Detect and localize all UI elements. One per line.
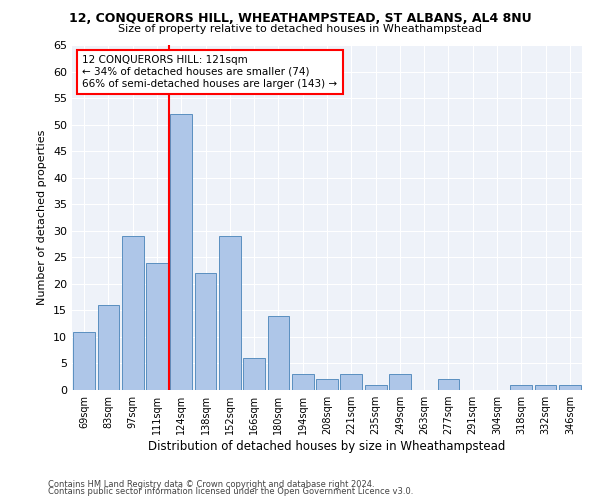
Bar xyxy=(535,384,556,390)
Bar xyxy=(97,305,119,390)
Bar xyxy=(389,374,411,390)
Bar xyxy=(559,384,581,390)
Bar xyxy=(73,332,95,390)
X-axis label: Distribution of detached houses by size in Wheathampstead: Distribution of detached houses by size … xyxy=(148,440,506,453)
Text: Contains HM Land Registry data © Crown copyright and database right 2024.: Contains HM Land Registry data © Crown c… xyxy=(48,480,374,489)
Bar xyxy=(511,384,532,390)
Bar xyxy=(268,316,289,390)
Bar xyxy=(170,114,192,390)
Bar xyxy=(122,236,143,390)
Bar xyxy=(292,374,314,390)
Y-axis label: Number of detached properties: Number of detached properties xyxy=(37,130,47,305)
Text: Size of property relative to detached houses in Wheathampstead: Size of property relative to detached ho… xyxy=(118,24,482,34)
Text: 12, CONQUERORS HILL, WHEATHAMPSTEAD, ST ALBANS, AL4 8NU: 12, CONQUERORS HILL, WHEATHAMPSTEAD, ST … xyxy=(68,12,532,26)
Bar xyxy=(340,374,362,390)
Bar xyxy=(316,380,338,390)
Bar xyxy=(146,262,168,390)
Bar xyxy=(219,236,241,390)
Text: Contains public sector information licensed under the Open Government Licence v3: Contains public sector information licen… xyxy=(48,488,413,496)
Bar xyxy=(243,358,265,390)
Bar xyxy=(437,380,460,390)
Bar xyxy=(365,384,386,390)
Bar xyxy=(194,273,217,390)
Text: 12 CONQUERORS HILL: 121sqm
← 34% of detached houses are smaller (74)
66% of semi: 12 CONQUERORS HILL: 121sqm ← 34% of deta… xyxy=(82,56,337,88)
